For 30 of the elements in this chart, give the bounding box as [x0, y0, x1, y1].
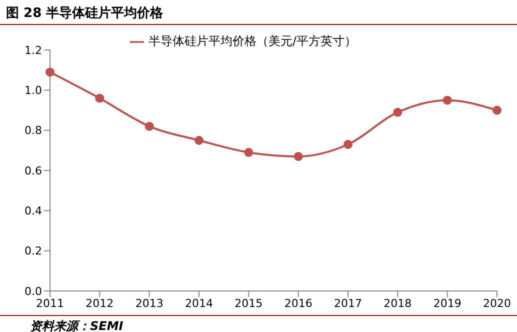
y-tick-label: 1.2	[24, 44, 42, 57]
x-tick-label: 2012	[86, 296, 114, 310]
x-tick-label: 2011	[36, 296, 64, 310]
point	[492, 106, 502, 115]
point	[144, 122, 154, 131]
point	[194, 136, 204, 145]
x-tick-label: 2017	[334, 296, 362, 310]
y-tick-label: 0.2	[24, 244, 42, 258]
text: 资料来源：SEMI	[0, 315, 517, 332]
chart-title: 图 28 半导体硅片平均价格	[0, 0, 517, 25]
x-tick-label: 2018	[384, 296, 412, 310]
point	[294, 152, 303, 161]
x-tick-label: 2020	[483, 296, 511, 310]
x-tick-label: 2015	[234, 296, 263, 310]
y-tick-label: 0.0	[24, 284, 42, 298]
legend-label: 半导体硅片平均价格（美元/平方英寸）	[148, 34, 357, 48]
point	[46, 68, 54, 77]
point	[244, 148, 254, 157]
y-tick-label: 0.8	[24, 124, 42, 138]
y-tick-label: 1.0	[24, 84, 42, 98]
point	[344, 140, 352, 149]
point	[393, 108, 402, 117]
x-tick-label: 2014	[185, 296, 213, 310]
point	[442, 96, 452, 105]
point	[95, 94, 104, 103]
x-tick-label: 2016	[284, 296, 312, 310]
y-tick-label: 0.6	[24, 164, 42, 178]
x-tick-label: 2013	[135, 296, 164, 310]
x-tick-label: 2019	[433, 296, 462, 310]
y-tick-label: 0.4	[24, 204, 42, 218]
